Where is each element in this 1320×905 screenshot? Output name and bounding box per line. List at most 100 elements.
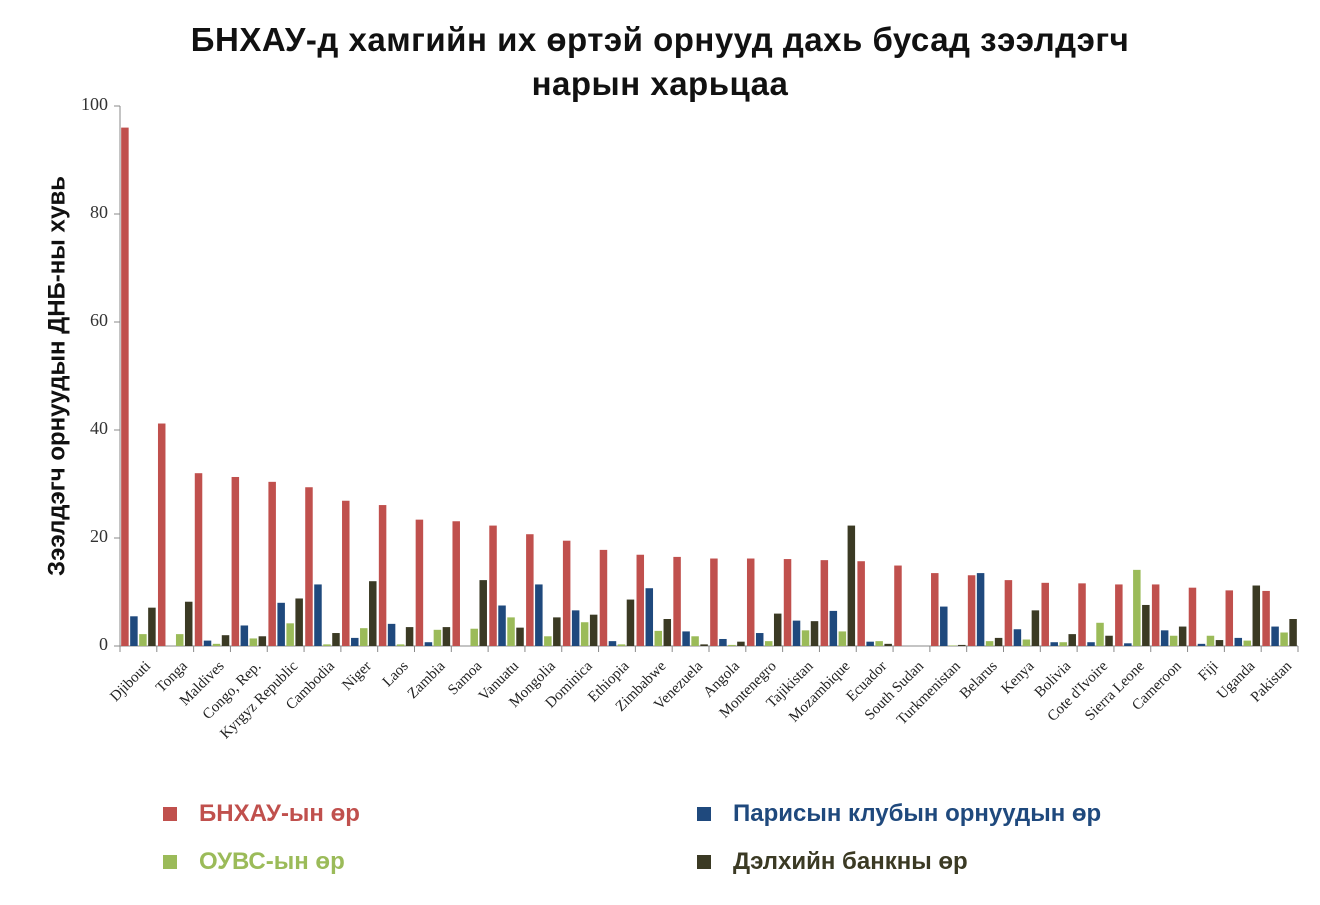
- bar-uganda-series-1: [1234, 637, 1243, 646]
- bar-kenya-series-2: [1022, 639, 1031, 646]
- bar-mozambique-series-1: [829, 610, 838, 646]
- bar-zambia-series-1: [424, 642, 433, 646]
- bar-djibouti-series-1: [130, 616, 138, 646]
- x-tick-label-niger: Niger: [339, 658, 374, 693]
- bar-niger-series-1: [351, 637, 359, 646]
- bar-venezuela-series-2: [691, 636, 699, 646]
- bar-cameroon-series-3: [1178, 626, 1187, 646]
- bar-tajikistan-series-0: [783, 559, 792, 646]
- bar-djibouti-series-2: [139, 634, 147, 646]
- bar-congo-rep-series-0: [231, 476, 240, 646]
- bar-cote-d-ivoire-series-2: [1096, 622, 1104, 646]
- bar-vanuatu-series-3: [516, 627, 524, 646]
- bar-bolivia-series-1: [1050, 642, 1058, 646]
- bar-fiji-series-0: [1188, 587, 1197, 646]
- y-tick-label: 20: [90, 526, 108, 546]
- bar-venezuela-series-3: [700, 644, 708, 646]
- bar-dominica-series-0: [562, 540, 571, 646]
- bar-belarus-series-1: [976, 573, 985, 646]
- bar-samoa-series-2: [470, 628, 478, 646]
- legend-swatch-paris-club: [697, 807, 711, 821]
- bar-niger-series-3: [369, 581, 377, 646]
- bar-congo-rep-series-2: [249, 638, 258, 646]
- legend-label-china: БНХАУ-ын өр: [199, 800, 360, 827]
- bar-montenegro-series-2: [764, 641, 773, 646]
- bar-djibouti-series-3: [148, 607, 156, 646]
- bar-dominica-series-2: [580, 622, 589, 646]
- bar-zambia-series-0: [415, 519, 424, 646]
- bar-samoa-series-0: [452, 521, 460, 646]
- x-tick-label-laos: Laos: [380, 658, 412, 690]
- chart-title: БНХАУ-д хамгийн их өртэй орнууд дахь бус…: [0, 18, 1320, 106]
- bar-sierra-leone-series-3: [1142, 604, 1150, 646]
- bar-niger-series-2: [360, 628, 368, 646]
- bar-kenya-series-0: [1004, 580, 1013, 646]
- bar-mozambique-series-2: [838, 631, 847, 646]
- bar-tajikistan-series-2: [801, 630, 810, 646]
- bar-ethiopia-series-2: [617, 644, 626, 646]
- bar-belarus-series-2: [985, 641, 994, 646]
- bar-pakistan-series-0: [1262, 590, 1270, 646]
- bar-mongolia-series-1: [535, 584, 543, 646]
- legend-swatch-imf: [163, 855, 177, 869]
- bar-angola-series-2: [728, 644, 736, 646]
- bar-kyrgyz-republic-series-2: [286, 623, 294, 646]
- legend-label-imf: ОУВС-ын өр: [199, 848, 345, 875]
- bar-sierra-leone-series-2: [1133, 569, 1141, 646]
- bar-ethiopia-series-0: [599, 549, 608, 646]
- bar-congo-rep-series-1: [240, 625, 249, 646]
- y-axis-label: Зээлдэгч орнуудын ДНБ-ны хувь: [43, 176, 70, 576]
- bar-djibouti-series-0: [121, 127, 129, 647]
- bar-turkmenistan-series-1: [940, 606, 948, 646]
- y-tick-label: 0: [99, 634, 108, 654]
- bar-samoa-series-3: [479, 580, 487, 646]
- bar-zimbabwe-series-3: [663, 619, 672, 646]
- x-tick-label-fiji: Fiji: [1196, 658, 1222, 684]
- bar-mongolia-series-0: [526, 534, 534, 646]
- bar-cameroon-series-2: [1169, 635, 1178, 646]
- bar-zambia-series-2: [433, 629, 442, 646]
- bar-pakistan-series-3: [1289, 619, 1297, 646]
- bar-uganda-series-2: [1243, 640, 1252, 646]
- bar-mozambique-series-3: [847, 525, 856, 646]
- bar-laos-series-3: [405, 627, 414, 646]
- bar-vanuatu-series-2: [507, 617, 515, 646]
- bar-fiji-series-2: [1206, 635, 1215, 646]
- legend-item-world-bank: Дэлхийн банкны өр: [697, 848, 968, 876]
- bar-belarus-series-3: [994, 637, 1003, 646]
- bar-laos-series-0: [378, 505, 387, 646]
- bar-maldives-series-1: [203, 640, 212, 646]
- bar-cote-d-ivoire-series-0: [1078, 583, 1086, 646]
- legend-item-paris-club: Парисын клубын орнуудын өр: [697, 800, 1101, 828]
- bar-tonga-series-3: [184, 601, 193, 646]
- x-tick-label-zambia: Zambia: [405, 658, 449, 702]
- bar-bolivia-series-0: [1041, 582, 1049, 646]
- bar-cameroon-series-1: [1160, 630, 1169, 646]
- legend-label-world-bank: Дэлхийн банкны өр: [733, 848, 968, 875]
- x-tick-label-kenya: Kenya: [999, 658, 1038, 697]
- bar-montenegro-series-0: [746, 558, 755, 646]
- bar-cameroon-series-0: [1151, 584, 1160, 646]
- bar-zimbabwe-series-2: [654, 630, 663, 646]
- bar-turkmenistan-series-3: [958, 644, 966, 646]
- bar-montenegro-series-3: [773, 613, 782, 646]
- bar-dominica-series-3: [589, 614, 598, 646]
- legend-swatch-china: [163, 807, 177, 821]
- bar-ecuador-series-1: [866, 641, 874, 646]
- bar-pakistan-series-1: [1271, 626, 1279, 646]
- bar-laos-series-1: [387, 623, 396, 646]
- bar-sierra-leone-series-0: [1115, 584, 1123, 646]
- chart-title-line-2: нарын харьцаа: [531, 65, 789, 102]
- y-tick-label: 40: [90, 418, 108, 438]
- bar-mongolia-series-3: [553, 617, 561, 646]
- bar-angola-series-3: [737, 641, 745, 646]
- bar-mozambique-series-0: [820, 560, 829, 646]
- bar-cambodia-series-2: [323, 644, 331, 646]
- bar-zimbabwe-series-0: [636, 554, 645, 646]
- bar-mongolia-series-2: [544, 636, 552, 646]
- bar-cambodia-series-0: [305, 487, 313, 646]
- bar-kyrgyz-republic-series-0: [268, 481, 276, 646]
- y-ticks: 0 20 40 60 80 100: [81, 94, 120, 654]
